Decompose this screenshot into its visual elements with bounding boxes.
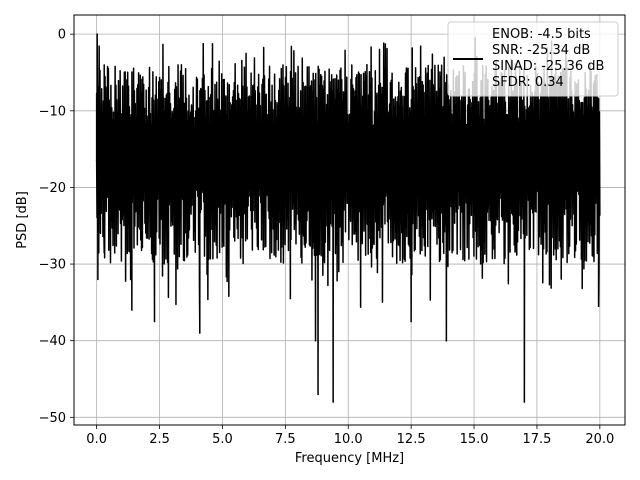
x-tick-label: 7.5: [275, 432, 296, 447]
y-tick-label: −50: [39, 411, 66, 426]
axes-frame: [73, 14, 626, 426]
series-key-point: [96, 33, 98, 35]
series-key-point: [103, 251, 105, 254]
x-tick-label: 15.0: [460, 432, 489, 447]
legend-box: [447, 21, 619, 97]
y-axis-ticks: 0 −10 −20 −30 −40 −50: [39, 28, 74, 426]
x-tick-label: 20.0: [585, 432, 614, 447]
series-key-point: [289, 297, 292, 300]
series-key-point: [332, 401, 334, 403]
series-key-point: [199, 332, 201, 334]
y-tick-label: 0: [58, 28, 66, 43]
y-tick-label: −30: [39, 258, 66, 273]
plot-area: [95, 33, 601, 403]
x-tick-label: 2.5: [149, 432, 170, 447]
x-axis-label: Frequency [MHz]: [295, 451, 404, 466]
y-tick-label: −40: [39, 334, 66, 349]
series-key-point: [97, 278, 99, 281]
series-key-point: [445, 339, 448, 342]
legend-entry-enob: ENOB: -4.5 bits: [492, 27, 591, 42]
series-key-points: [95, 33, 600, 403]
x-tick-label: 10.0: [334, 432, 363, 447]
series-key-point: [523, 401, 526, 403]
series-key-point: [131, 309, 133, 311]
series-key-point: [153, 320, 156, 323]
y-axis-label: PSD [dB]: [15, 191, 30, 249]
y-tick-label: −20: [39, 181, 66, 196]
series-key-point: [95, 159, 98, 162]
legend: ENOB: -4.5 bits SNR: -25.34 dB SINAD: -2…: [447, 21, 619, 97]
x-tick-label: 17.5: [522, 432, 551, 447]
y-tick-label: −10: [39, 104, 66, 119]
series-key-point: [410, 320, 412, 323]
legend-entry-sinad: SINAD: -25.36 dB: [492, 59, 604, 74]
series-key-point: [317, 393, 319, 396]
legend-entry-sfdr: SFDR: 0.34: [492, 75, 564, 90]
x-axis-ticks: 0.0 2.5 5.0 7.5 10.0 12.5 15.0 17.5 20.0: [86, 425, 614, 447]
series-key-point: [597, 305, 600, 307]
x-tick-label: 0.0: [86, 432, 107, 447]
x-tick-label: 12.5: [397, 432, 426, 447]
x-tick-label: 5.0: [212, 432, 233, 447]
legend-entry-snr: SNR: -25.34 dB: [492, 43, 590, 58]
psd-series-line: [95, 33, 601, 403]
series-key-point: [314, 339, 317, 342]
series-key-point: [98, 67, 100, 70]
